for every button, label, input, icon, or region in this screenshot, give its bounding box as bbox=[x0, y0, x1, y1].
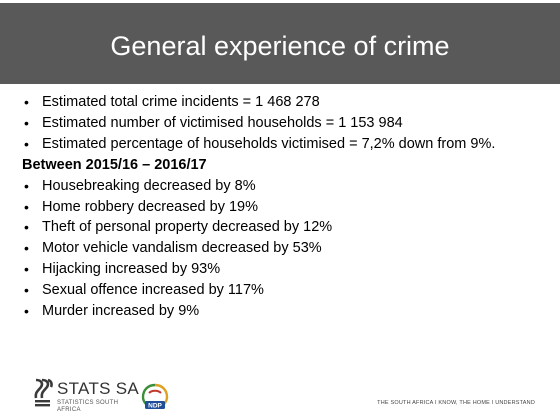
summary-item-victimised-households: • Estimated number of victimised househo… bbox=[22, 114, 542, 132]
change-item-murder: • Murder increased by 9% bbox=[22, 302, 542, 320]
change-item-label: Murder increased by 9% bbox=[42, 303, 200, 320]
stats-sa-logo-icon bbox=[34, 378, 53, 407]
stats-sa-subtitle: STATISTICS SOUTH AFRICA bbox=[57, 400, 119, 413]
bullet-icon: • bbox=[24, 282, 29, 299]
summary-list: • Estimated total crime incidents = 1 46… bbox=[22, 93, 542, 153]
change-item-hijacking: • Hijacking increased by 93% bbox=[22, 260, 542, 278]
change-item-sexual-offence: • Sexual offence increased by 117% bbox=[22, 281, 542, 299]
bullet-icon: • bbox=[24, 240, 29, 257]
summary-item-percentage-victimised: • Estimated percentage of households vic… bbox=[22, 135, 542, 153]
ndp-logo-icon: NDP bbox=[141, 383, 169, 410]
summary-item-label: Estimated total crime incidents = 1 468 … bbox=[42, 94, 320, 110]
bullet-icon: • bbox=[24, 94, 29, 110]
stats-sa-logo: STATS SA STATISTICS SOUTH AFRICA bbox=[33, 376, 143, 413]
slide-body: • Estimated total crime incidents = 1 46… bbox=[22, 93, 542, 323]
ndp-logo-text: NDP bbox=[148, 403, 162, 410]
bullet-icon: • bbox=[24, 261, 29, 278]
summary-item-label: Estimated percentage of households victi… bbox=[42, 135, 496, 152]
bullet-icon: • bbox=[24, 135, 29, 152]
change-item-home-robbery: • Home robbery decreased by 19% bbox=[22, 198, 542, 216]
summary-item-label: Estimated number of victimised household… bbox=[42, 114, 403, 131]
stats-sa-name: STATS SA bbox=[57, 379, 140, 398]
title-bar: General experience of crime bbox=[0, 3, 560, 84]
change-item-label: Hijacking increased by 93% bbox=[42, 261, 221, 278]
change-item-label: Home robbery decreased by 19% bbox=[42, 198, 259, 215]
footer-tagline: THE SOUTH AFRICA I KNOW, THE HOME I UNDE… bbox=[377, 400, 535, 406]
bullet-icon: • bbox=[24, 303, 29, 320]
slide-title: General experience of crime bbox=[110, 31, 450, 61]
period-heading: Between 2015/16 – 2016/17 bbox=[22, 156, 207, 173]
bullet-icon: • bbox=[24, 177, 29, 194]
change-item-label: Housebreaking decreased by 8% bbox=[42, 177, 256, 194]
change-list: • Housebreaking decreased by 8% • Home r… bbox=[22, 177, 542, 321]
change-item-label: Sexual offence increased by 117% bbox=[42, 282, 264, 299]
summary-item-total-incidents: • Estimated total crime incidents = 1 46… bbox=[22, 93, 542, 111]
change-item-theft-personal-property: • Theft of personal property decreased b… bbox=[22, 218, 542, 236]
change-item-vehicle-vandalism: • Motor vehicle vandalism decreased by 5… bbox=[22, 239, 542, 257]
change-item-label: Theft of personal property decreased by … bbox=[42, 219, 333, 236]
change-item-label: Motor vehicle vandalism decreased by 53% bbox=[42, 240, 322, 257]
change-item-housebreaking: • Housebreaking decreased by 8% bbox=[22, 177, 542, 195]
bullet-icon: • bbox=[24, 219, 29, 236]
bullet-icon: • bbox=[24, 114, 29, 131]
bullet-icon: • bbox=[24, 198, 29, 215]
